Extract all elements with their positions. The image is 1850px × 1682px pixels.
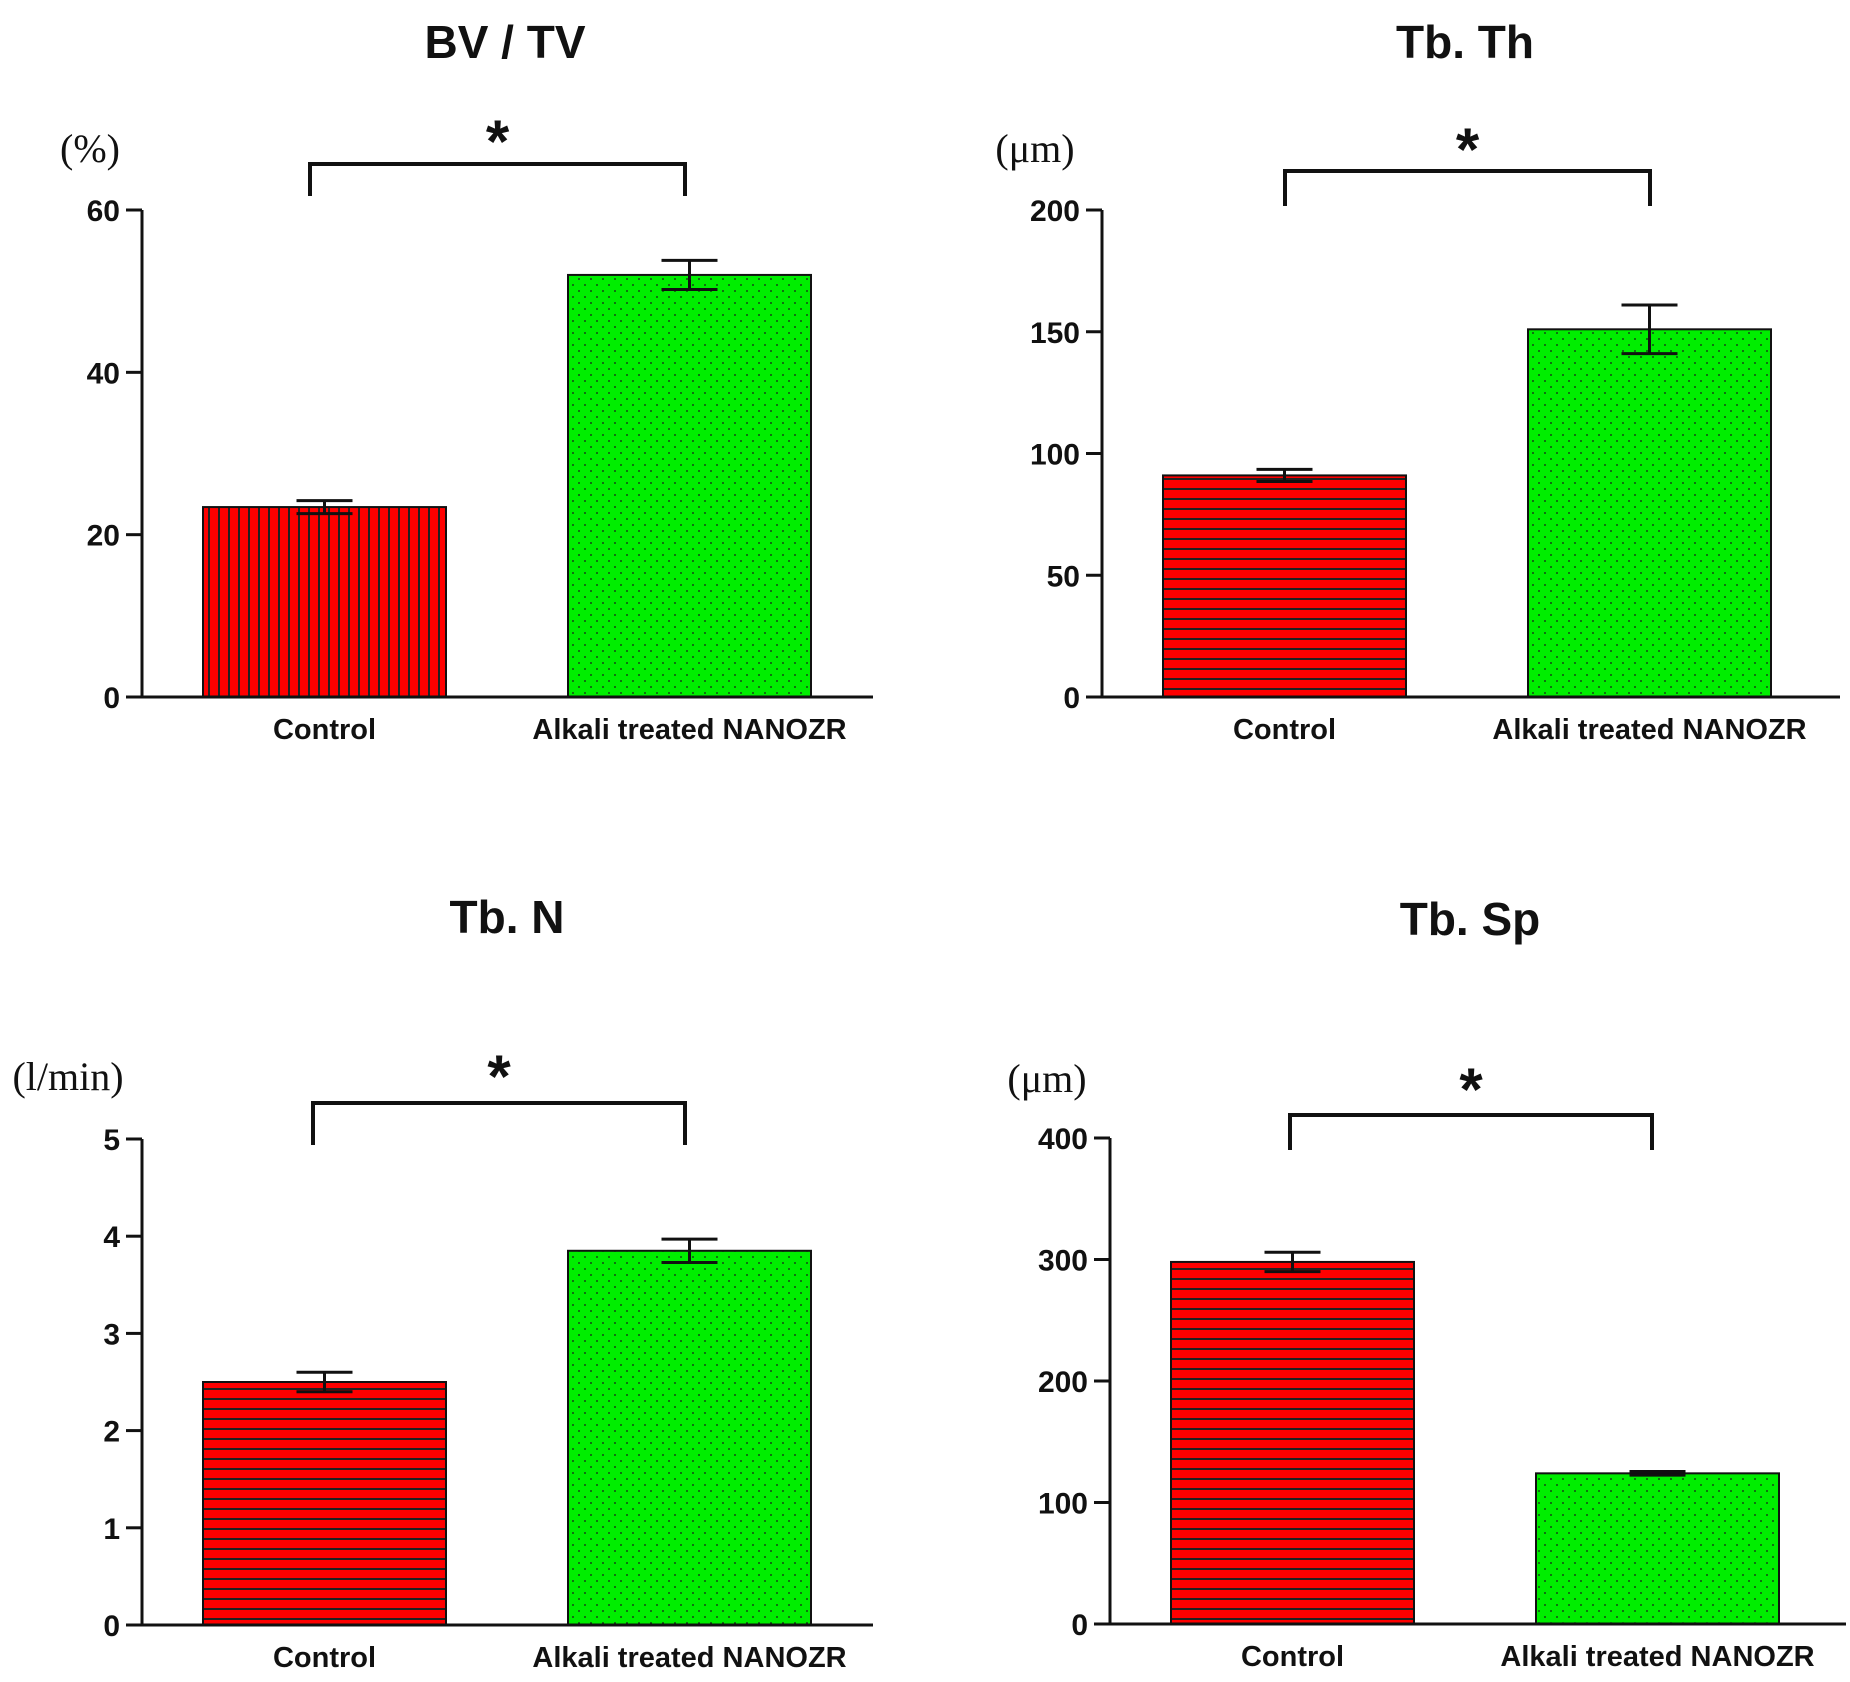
y-unit-label: (μm) [1007,1056,1086,1101]
category-label: Control [1233,714,1336,746]
category-label: Alkali treated NANOZR [1492,714,1806,746]
y-tick-label: 20 [87,520,120,553]
y-tick-label: 0 [103,1610,120,1643]
significance-star: * [1459,1056,1483,1123]
chart-title: Tb. Th [1396,16,1534,68]
significance-bracket [1283,169,1652,206]
panel-tb-th: Tb. Th (μm) Control Alkali treated NANOZR… [995,16,1840,746]
category-label: Control [273,714,376,746]
significance-star: * [486,108,510,175]
category-label: Alkali treated NANOZR [532,714,846,746]
plot-area: Control Alkali treated NANOZR 0 50 100 150 200… [1030,116,1840,746]
y-tick-label: 0 [1071,1609,1088,1642]
significance-star: * [487,1043,511,1110]
bar-control [1162,474,1407,699]
y-tick-label: 200 [1038,1366,1088,1399]
y-tick-label: 50 [1047,560,1080,593]
y-tick-label: 300 [1038,1245,1088,1278]
y-unit-label: (μm) [995,126,1074,171]
panel-tb-n: Tb. N (l/min) Control Alkali treated NANO… [12,891,873,1674]
significance-bracket [311,1101,687,1145]
chart-title: BV / TV [424,16,585,68]
y-tick-label: 5 [103,1124,120,1157]
chart-title: Tb. N [450,891,565,943]
plot-area: Control Alkali treated NANOZR 0 1 2 3 4 5 * [103,1043,873,1674]
y-tick-label: 200 [1030,195,1080,228]
category-label: Control [1241,1641,1344,1673]
plot-area: Control Alkali treated NANOZR 0 20 40 60 * [87,108,873,746]
y-unit-label: (l/min) [12,1054,123,1099]
panel-tb-sp: Tb. Sp (μm) Control Alkali treated NANOZR… [1007,893,1846,1673]
y-tick-label: 3 [103,1318,120,1351]
bar-treated [567,1249,812,1627]
bar-control [202,1381,447,1626]
y-tick-label: 4 [103,1221,120,1254]
bar-control [202,506,447,698]
y-tick-label: 100 [1030,439,1080,472]
y-tick-label: 60 [87,195,120,228]
bar-treated [1535,1472,1780,1625]
significance-bracket [1288,1113,1654,1150]
category-label: Control [273,1642,376,1674]
y-tick-label: 400 [1038,1123,1088,1156]
chart-title: Tb. Sp [1400,893,1541,945]
y-tick-label: 2 [103,1416,120,1449]
y-unit-label: (%) [60,126,120,171]
bar-treated [1527,328,1772,698]
y-tick-label: 0 [1063,682,1080,715]
significance-bracket [308,162,687,196]
y-tick-label: 0 [103,682,120,715]
category-label: Alkali treated NANOZR [532,1642,846,1674]
y-tick-label: 100 [1038,1488,1088,1521]
y-tick-label: 1 [103,1513,120,1546]
y-tick-label: 150 [1030,317,1080,350]
panel-bv-tv: BV / TV (%) Control Alkali treated NANOZR… [60,16,873,746]
category-label: Alkali treated NANOZR [1500,1641,1814,1673]
bar-control [1170,1260,1415,1626]
y-tick-label: 40 [87,357,120,390]
plot-area: Control Alkali treated NANOZR 0 100 200 300 40… [1038,1056,1846,1673]
bar-treated [567,273,812,698]
significance-star: * [1456,116,1480,183]
